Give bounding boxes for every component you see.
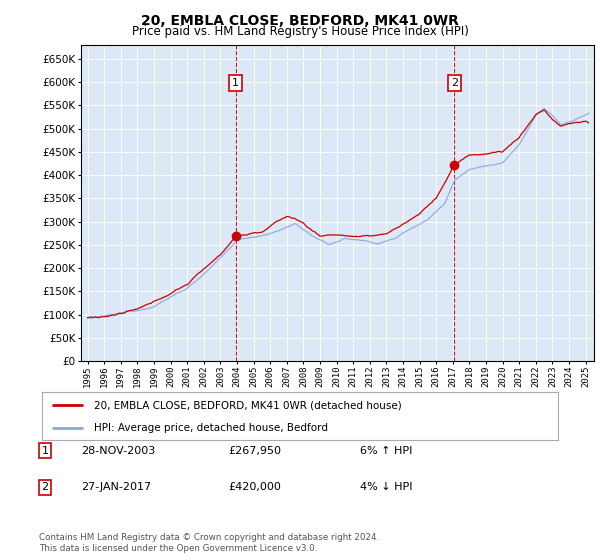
Text: HPI: Average price, detached house, Bedford: HPI: Average price, detached house, Bedf… <box>94 423 328 433</box>
Text: 28-NOV-2003: 28-NOV-2003 <box>81 446 155 456</box>
Text: Price paid vs. HM Land Registry's House Price Index (HPI): Price paid vs. HM Land Registry's House … <box>131 25 469 38</box>
Text: £267,950: £267,950 <box>228 446 281 456</box>
Text: 2: 2 <box>41 482 49 492</box>
Text: 1: 1 <box>41 446 49 456</box>
Text: 2: 2 <box>451 78 458 88</box>
Text: 4% ↓ HPI: 4% ↓ HPI <box>360 482 413 492</box>
Text: 20, EMBLA CLOSE, BEDFORD, MK41 0WR: 20, EMBLA CLOSE, BEDFORD, MK41 0WR <box>141 14 459 28</box>
Text: £420,000: £420,000 <box>228 482 281 492</box>
Text: 27-JAN-2017: 27-JAN-2017 <box>81 482 151 492</box>
Text: 6% ↑ HPI: 6% ↑ HPI <box>360 446 412 456</box>
Text: Contains HM Land Registry data © Crown copyright and database right 2024.
This d: Contains HM Land Registry data © Crown c… <box>39 533 379 553</box>
Text: 20, EMBLA CLOSE, BEDFORD, MK41 0WR (detached house): 20, EMBLA CLOSE, BEDFORD, MK41 0WR (deta… <box>94 400 401 410</box>
Text: 1: 1 <box>232 78 239 88</box>
